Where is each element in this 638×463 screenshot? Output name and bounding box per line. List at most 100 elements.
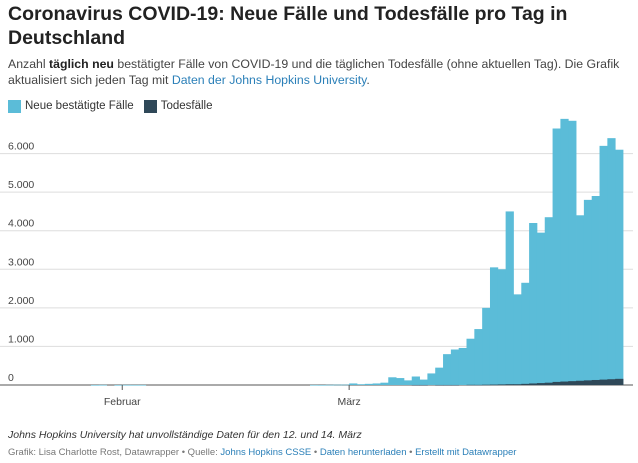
y-tick-label: 1.000 bbox=[8, 333, 34, 345]
description-bold-text: täglich neu bbox=[49, 57, 114, 71]
cases-bar bbox=[560, 118, 569, 385]
cases-bar bbox=[427, 373, 436, 385]
cases-bar bbox=[356, 384, 366, 385]
y-tick-label: 5.000 bbox=[8, 179, 34, 191]
legend-label-deaths: Todesfälle bbox=[160, 100, 213, 112]
chart-legend: Neue bestätigte Fälle Todesfälle bbox=[8, 99, 222, 113]
cases-bar bbox=[411, 376, 420, 385]
chart-description: Anzahl täglich neu bestätigter Fälle von… bbox=[8, 57, 633, 88]
cases-bar bbox=[544, 217, 553, 385]
cases-bar bbox=[317, 384, 327, 386]
description-end: . bbox=[366, 72, 370, 87]
datawrapper-link[interactable]: Erstellt mit Datawrapper bbox=[415, 447, 517, 458]
cases-bar bbox=[325, 384, 334, 386]
cases-bar bbox=[435, 367, 444, 385]
cases-bar bbox=[482, 307, 491, 385]
cases-bar bbox=[98, 384, 107, 386]
deaths-bar bbox=[521, 383, 530, 385]
cases-bar bbox=[372, 383, 381, 385]
deaths-bar bbox=[443, 384, 452, 386]
legend-item-deaths: Todesfälle bbox=[143, 99, 213, 113]
x-tick-label: März bbox=[337, 396, 360, 408]
cases-bar bbox=[474, 329, 483, 385]
deaths-bar bbox=[536, 383, 546, 385]
page-title: Coronavirus COVID-19: Neue Fälle und Tod… bbox=[8, 3, 568, 49]
cases-bar bbox=[137, 384, 147, 386]
cases-bar bbox=[458, 347, 467, 385]
cases-bar bbox=[489, 267, 499, 385]
deaths-bar bbox=[497, 384, 507, 386]
y-tick-label: 6.000 bbox=[8, 141, 34, 153]
deaths-bar bbox=[615, 378, 624, 385]
cases-bar bbox=[341, 384, 350, 386]
y-tick-label: 4.000 bbox=[8, 218, 34, 230]
y-tick-label: 0 bbox=[8, 372, 14, 384]
cases-bar bbox=[380, 382, 389, 385]
deaths-bar bbox=[466, 384, 475, 386]
cases-bar bbox=[450, 349, 460, 385]
footer-separator: • bbox=[406, 447, 416, 458]
deaths-bar bbox=[489, 384, 499, 386]
cases-bar bbox=[130, 384, 139, 386]
deaths-bar bbox=[450, 384, 460, 386]
legend-item-cases: Neue bestätigte Fälle bbox=[8, 99, 134, 113]
chart-note: Johns Hopkins University hat unvollständ… bbox=[8, 429, 362, 441]
deaths-bar bbox=[560, 381, 569, 385]
chart-footer: Grafik: Lisa Charlotte Rost, Datawrapper… bbox=[8, 447, 516, 458]
cases-bar bbox=[90, 384, 100, 386]
cases-bar bbox=[403, 380, 413, 385]
cases-bar bbox=[529, 223, 538, 385]
download-data-link[interactable]: Daten herunterladen bbox=[319, 447, 407, 458]
cases-bar bbox=[443, 354, 452, 385]
description-text: Anzahl bbox=[8, 57, 50, 71]
cases-bar bbox=[513, 294, 522, 385]
deaths-bar bbox=[552, 381, 561, 385]
cases-bar bbox=[396, 378, 405, 385]
deaths-bar bbox=[607, 379, 616, 385]
cases-bar bbox=[599, 145, 608, 385]
deaths-bar bbox=[411, 384, 420, 386]
cases-bar bbox=[364, 383, 374, 385]
jhu-data-link[interactable]: Daten der Johns Hopkins University bbox=[171, 72, 367, 87]
chart-plot: 0 1.000 2.000 3.000 4.000 5.000 6.000 Februar Mä… bbox=[0, 118, 633, 408]
description-text: bestätigter Fälle von COVID-19 und die t… bbox=[8, 57, 620, 87]
deaths-bar bbox=[505, 384, 514, 385]
cases-bar bbox=[114, 384, 123, 386]
cases-bar bbox=[552, 128, 561, 385]
deaths-bar bbox=[544, 382, 553, 385]
deaths-bar bbox=[583, 380, 593, 385]
cases-bar bbox=[576, 215, 585, 385]
deaths-bar bbox=[513, 384, 522, 385]
cases-bar bbox=[505, 211, 514, 385]
legend-label-cases: Neue bestätigte Fälle bbox=[25, 100, 134, 112]
cases-bar bbox=[310, 384, 319, 386]
legend-swatch-cases bbox=[8, 99, 21, 113]
cases-bar bbox=[536, 232, 546, 385]
deaths-bar bbox=[568, 381, 577, 385]
deaths-bar bbox=[529, 383, 538, 385]
y-tick-label: 2.000 bbox=[8, 295, 34, 307]
cases-bar bbox=[615, 149, 624, 385]
footer-separator: • bbox=[311, 447, 320, 458]
footer-credit: Grafik: Lisa Charlotte Rost, Datawrapper… bbox=[8, 447, 221, 458]
y-tick-label: 3.000 bbox=[8, 256, 34, 268]
cases-bar bbox=[497, 269, 507, 385]
cases-bar bbox=[607, 138, 616, 385]
cases-bar bbox=[521, 282, 530, 385]
deaths-bar bbox=[482, 384, 491, 386]
cases-bar bbox=[583, 199, 593, 385]
source-link[interactable]: Johns Hopkins CSSE bbox=[220, 447, 312, 458]
deaths-bar bbox=[435, 384, 444, 386]
cases-bar bbox=[333, 384, 342, 386]
cases-bar bbox=[388, 377, 397, 385]
legend-swatch-deaths bbox=[143, 99, 157, 113]
cases-bar bbox=[349, 383, 358, 385]
x-tick-label: Februar bbox=[104, 396, 141, 408]
cases-bar bbox=[419, 379, 428, 385]
cases-bar bbox=[591, 196, 600, 385]
cases-bar bbox=[122, 384, 131, 386]
deaths-bar bbox=[599, 379, 608, 385]
cases-bar bbox=[466, 338, 475, 385]
deaths-bar bbox=[419, 384, 428, 386]
deaths-bar bbox=[591, 379, 600, 385]
